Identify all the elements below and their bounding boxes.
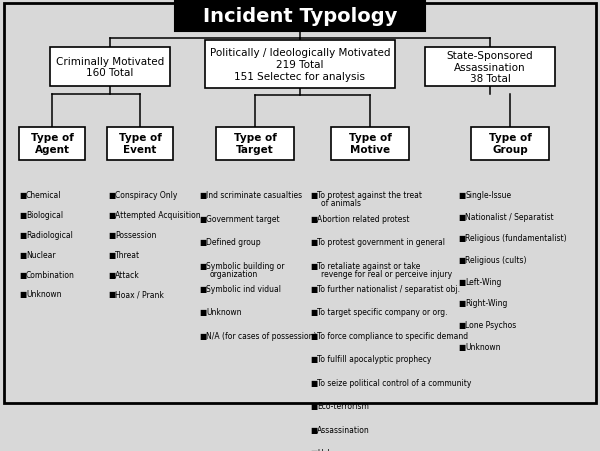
Text: Religious (cults): Religious (cults) [465, 256, 527, 264]
Text: Type of
Group: Type of Group [488, 133, 532, 155]
Text: ■: ■ [458, 234, 465, 243]
Text: ■: ■ [458, 320, 465, 329]
Text: ■: ■ [108, 290, 115, 299]
FancyBboxPatch shape [205, 41, 395, 89]
Text: ■: ■ [19, 230, 26, 239]
FancyBboxPatch shape [107, 128, 173, 160]
Text: ■: ■ [19, 191, 26, 200]
Text: Single-Issue: Single-Issue [465, 191, 511, 200]
Text: Ind scriminate casualties: Ind scriminate casualties [206, 191, 302, 200]
Text: Attack: Attack [115, 270, 140, 279]
Text: ■: ■ [310, 261, 317, 270]
Text: Religious (fundamentalist): Religious (fundamentalist) [465, 234, 566, 243]
Text: Type of
Event: Type of Event [119, 133, 161, 155]
Text: Unknown: Unknown [317, 448, 353, 451]
Text: ■: ■ [310, 308, 317, 317]
Text: To protest government in general: To protest government in general [317, 238, 445, 247]
Text: ■: ■ [310, 214, 317, 223]
Text: Government target: Government target [206, 214, 280, 223]
Text: ■: ■ [310, 354, 317, 364]
Text: Unknown: Unknown [206, 308, 241, 317]
Text: Conspiracy Only: Conspiracy Only [115, 191, 178, 200]
Text: Assassination: Assassination [317, 425, 370, 434]
Text: Type of
Agent: Type of Agent [31, 133, 73, 155]
Text: Unknown: Unknown [26, 290, 62, 299]
FancyBboxPatch shape [175, 1, 425, 32]
FancyBboxPatch shape [425, 48, 555, 87]
Text: ■: ■ [199, 191, 206, 200]
Text: State-Sponsored
Assassination
38 Total: State-Sponsored Assassination 38 Total [446, 51, 533, 84]
Text: ■: ■ [108, 211, 115, 220]
Text: Lone Psychos: Lone Psychos [465, 320, 516, 329]
Text: Incident Typology: Incident Typology [203, 7, 397, 26]
Text: Threat: Threat [115, 250, 140, 259]
Text: ■: ■ [19, 270, 26, 279]
Text: ■: ■ [458, 342, 465, 351]
Text: ■: ■ [458, 191, 465, 200]
Text: ■: ■ [458, 212, 465, 221]
Text: Eco-terrorism: Eco-terrorism [317, 401, 369, 410]
Text: Possession: Possession [115, 230, 157, 239]
Text: Biological: Biological [26, 211, 63, 220]
Text: ■: ■ [108, 250, 115, 259]
Text: ■: ■ [108, 230, 115, 239]
Text: Abortion related protest: Abortion related protest [317, 214, 409, 223]
Text: Attempted Acquisition: Attempted Acquisition [115, 211, 200, 220]
Text: ■: ■ [310, 238, 317, 247]
Text: Hoax / Prank: Hoax / Prank [115, 290, 164, 299]
Text: ■: ■ [199, 261, 206, 270]
Text: Politically / Ideologically Motivated
219 Total
151 Selectec for analysis: Politically / Ideologically Motivated 21… [210, 48, 390, 81]
Text: ■: ■ [310, 378, 317, 387]
Text: To seize political control of a community: To seize political control of a communit… [317, 378, 472, 387]
Text: Nuclear: Nuclear [26, 250, 56, 259]
Text: Symbolic building or: Symbolic building or [206, 261, 284, 270]
Text: To protest against the treat: To protest against the treat [317, 191, 422, 200]
Text: ■: ■ [19, 250, 26, 259]
FancyBboxPatch shape [216, 128, 294, 160]
Text: ■: ■ [19, 211, 26, 220]
Text: ■: ■ [458, 277, 465, 286]
Text: ■: ■ [458, 299, 465, 308]
Text: ■: ■ [108, 270, 115, 279]
Text: Chemical: Chemical [26, 191, 62, 200]
Text: To target specific company or org.: To target specific company or org. [317, 308, 448, 317]
Text: ■: ■ [310, 448, 317, 451]
Text: To further nationalist / separatist obj.: To further nationalist / separatist obj. [317, 284, 460, 293]
Text: Right-Wing: Right-Wing [465, 299, 508, 308]
Text: organization: organization [210, 269, 258, 278]
Text: To retaliate against or take: To retaliate against or take [317, 261, 421, 270]
Text: Unknown: Unknown [465, 342, 500, 351]
Text: To fulfill apocalyptic prophecy: To fulfill apocalyptic prophecy [317, 354, 431, 364]
FancyBboxPatch shape [331, 128, 409, 160]
Text: Type of
Target: Type of Target [233, 133, 277, 155]
Text: Radiological: Radiological [26, 230, 73, 239]
Text: ■: ■ [310, 284, 317, 293]
FancyBboxPatch shape [471, 128, 549, 160]
Text: ■: ■ [458, 256, 465, 264]
Text: ■: ■ [199, 308, 206, 317]
Text: Left-Wing: Left-Wing [465, 277, 502, 286]
Text: ■: ■ [19, 290, 26, 299]
FancyBboxPatch shape [50, 48, 170, 87]
Text: Combination: Combination [26, 270, 75, 279]
Text: Criminally Motivated
160 Total: Criminally Motivated 160 Total [56, 57, 164, 78]
Text: ■: ■ [310, 425, 317, 434]
Text: ■: ■ [199, 238, 206, 247]
Text: ■: ■ [199, 284, 206, 293]
Text: Defined group: Defined group [206, 238, 260, 247]
Text: ■: ■ [199, 214, 206, 223]
Text: Nationalist / Separatist: Nationalist / Separatist [465, 212, 554, 221]
Text: ■: ■ [310, 401, 317, 410]
Text: To force compliance to specific demand: To force compliance to specific demand [317, 331, 468, 340]
Text: ■: ■ [199, 331, 206, 340]
Text: Type of
Motive: Type of Motive [349, 133, 391, 155]
Text: N/A (for cases of possession): N/A (for cases of possession) [206, 331, 317, 340]
Text: ■: ■ [310, 331, 317, 340]
Text: revenge for real or perceive injury: revenge for real or perceive injury [321, 269, 452, 278]
Text: of animals: of animals [321, 199, 361, 208]
FancyBboxPatch shape [19, 128, 85, 160]
Text: ■: ■ [310, 191, 317, 200]
Text: ■: ■ [108, 191, 115, 200]
Text: Symbolic ind vidual: Symbolic ind vidual [206, 284, 281, 293]
